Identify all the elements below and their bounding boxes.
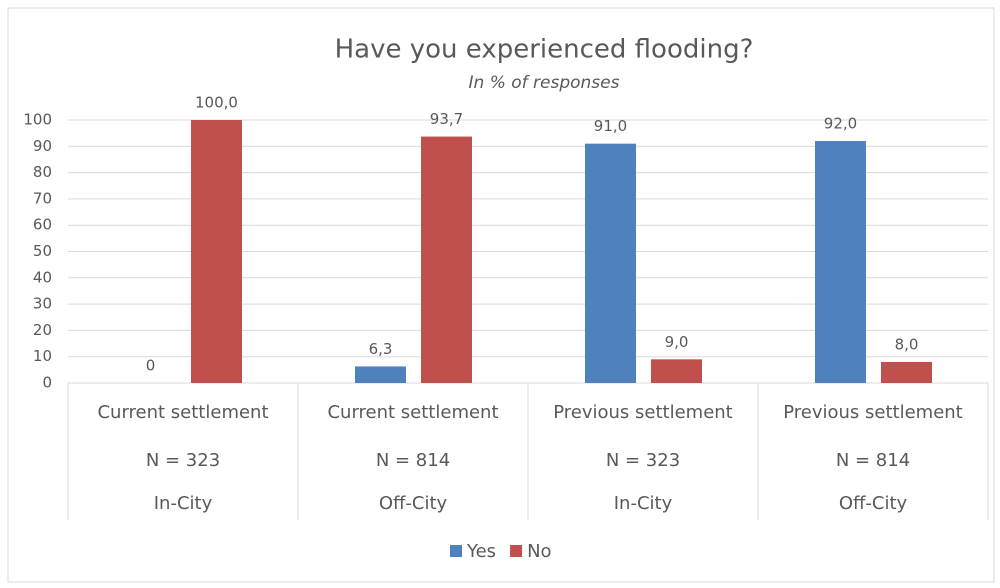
bar <box>585 143 636 383</box>
bar <box>815 141 866 383</box>
bar <box>355 366 406 383</box>
legend-swatch <box>450 545 462 557</box>
y-tick-label: 30 <box>33 295 52 313</box>
y-tick-label: 0 <box>42 374 52 392</box>
x-tick-label: N = 814 <box>376 450 450 471</box>
legend-label: No <box>527 541 551 562</box>
bar <box>421 136 472 383</box>
x-tick-label: In-City <box>154 493 213 514</box>
x-tick-label: N = 323 <box>146 450 220 471</box>
legend-swatch <box>510 545 523 557</box>
chart-subtitle: In % of responses <box>469 73 620 93</box>
y-tick-label: 60 <box>33 216 52 234</box>
y-tick-label: 100 <box>23 111 52 129</box>
x-tick-label: Off-City <box>839 493 908 514</box>
y-tick-label: 90 <box>33 137 52 155</box>
x-tick-label: In-City <box>614 493 673 514</box>
data-label: 91,0 <box>594 117 627 135</box>
chart-title: Have you experienced flooding? <box>335 35 754 65</box>
y-tick-label: 70 <box>33 189 52 207</box>
x-tick-label: N = 814 <box>836 450 910 471</box>
data-label: 8,0 <box>895 335 919 353</box>
data-label: 6,3 <box>369 340 393 358</box>
data-label: 100,0 <box>195 94 238 112</box>
y-tick-label: 20 <box>33 321 52 339</box>
data-label: 9,0 <box>665 333 689 351</box>
bar <box>651 359 702 383</box>
x-tick-label: Off-City <box>379 493 448 514</box>
data-label: 93,7 <box>430 110 463 128</box>
x-tick-label: Current settlement <box>97 402 268 423</box>
y-tick-label: 10 <box>33 347 52 365</box>
bar <box>191 120 242 383</box>
bar <box>881 361 932 383</box>
data-label: 0 <box>146 357 156 375</box>
legend-label: Yes <box>466 541 496 562</box>
x-tick-label: N = 323 <box>606 450 680 471</box>
y-tick-label: 50 <box>33 242 52 260</box>
x-tick-label: Previous settlement <box>783 402 963 423</box>
x-tick-label: Current settlement <box>327 402 498 423</box>
y-tick-label: 80 <box>33 163 52 181</box>
y-tick-label: 40 <box>33 268 52 286</box>
data-label: 92,0 <box>824 115 857 133</box>
x-tick-label: Previous settlement <box>553 402 733 423</box>
